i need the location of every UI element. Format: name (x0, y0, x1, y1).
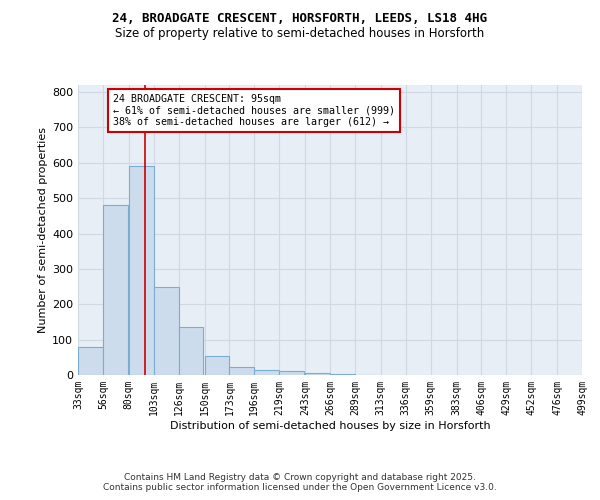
Text: 24, BROADGATE CRESCENT, HORSFORTH, LEEDS, LS18 4HG: 24, BROADGATE CRESCENT, HORSFORTH, LEEDS… (113, 12, 487, 26)
Bar (103, 205, 128, 375)
Bar (254, 370, 279, 375)
Bar (129, 166, 154, 375)
Bar (229, 367, 254, 375)
X-axis label: Distribution of semi-detached houses by size in Horsforth: Distribution of semi-detached houses by … (170, 420, 490, 430)
Text: Size of property relative to semi-detached houses in Horsforth: Size of property relative to semi-detach… (115, 28, 485, 40)
Bar (279, 372, 304, 375)
Text: 24 BROADGATE CRESCENT: 95sqm
← 61% of semi-detached houses are smaller (999)
38%: 24 BROADGATE CRESCENT: 95sqm ← 61% of se… (113, 94, 395, 127)
Bar (154, 286, 179, 375)
Text: Contains HM Land Registry data © Crown copyright and database right 2025.
Contai: Contains HM Land Registry data © Crown c… (103, 473, 497, 492)
Y-axis label: Number of semi-detached properties: Number of semi-detached properties (38, 127, 48, 333)
Bar (78, 348, 103, 375)
Bar (330, 374, 355, 375)
Bar (205, 356, 229, 375)
Bar (305, 373, 330, 375)
Bar (179, 328, 203, 375)
